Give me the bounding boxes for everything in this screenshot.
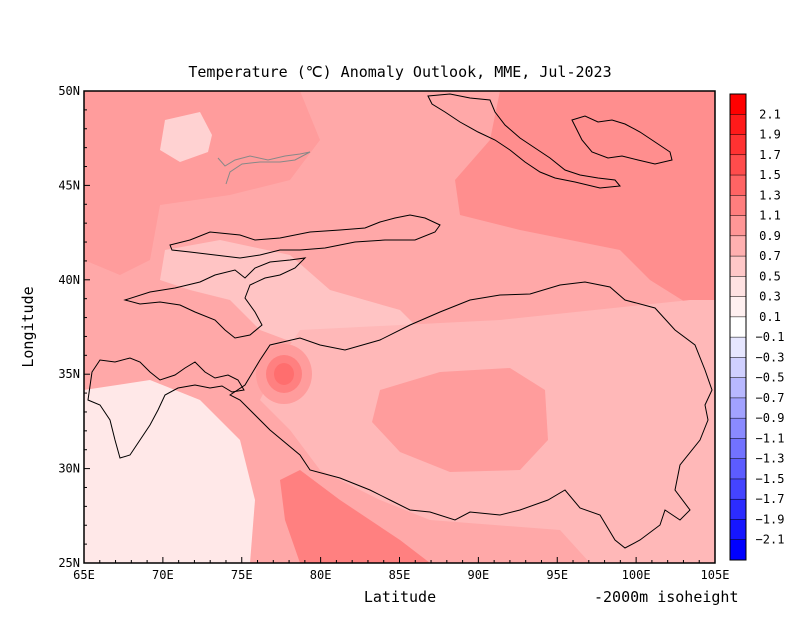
anomaly-region-west: [84, 91, 320, 275]
colorbar-swatch: [730, 134, 746, 156]
colorbar-label: −0.1: [756, 330, 785, 344]
colorbar-label: −1.5: [756, 472, 785, 486]
colorbar-swatch: [730, 418, 746, 439]
colorbar-swatch: [730, 154, 746, 176]
colorbar-swatch: [730, 397, 746, 419]
colorbar-label: −0.7: [756, 391, 785, 405]
colorbar-swatch: [730, 499, 746, 520]
colorbar-label: 1.3: [759, 188, 781, 202]
x-tick-label: 65E: [73, 568, 95, 582]
y-axis-label: Longitude: [19, 286, 37, 368]
y-tick-label: 45N: [58, 178, 80, 192]
colorbar-swatch: [730, 438, 746, 460]
y-tick-label: 35N: [58, 367, 80, 381]
y-tick-label: 40N: [58, 273, 80, 287]
isoheight-contour-north-gray: [217, 151, 311, 185]
colorbar-swatch: [730, 175, 746, 196]
colorbar-label: −0.5: [756, 371, 785, 385]
colorbar-swatch: [730, 94, 746, 115]
x-tick-label: 100E: [622, 568, 651, 582]
colorbar-swatch: [730, 458, 746, 480]
colorbar-label: 0.3: [759, 290, 781, 304]
anomaly-region-southwest-inner: [125, 452, 215, 563]
colorbar-label: 0.9: [759, 229, 781, 243]
colorbar-label: −1.3: [756, 452, 785, 466]
colorbar-label: −1.9: [756, 512, 785, 526]
colorbar-label: −2.1: [756, 533, 785, 547]
colorbar-swatch: [730, 478, 746, 500]
x-tick-label: 75E: [231, 568, 253, 582]
x-axis-label: Latitude: [363, 588, 437, 606]
anomaly-region-north-cool: [160, 112, 212, 162]
isoheight-note: -2000m isoheight: [594, 588, 739, 606]
colorbar-swatch: [730, 256, 746, 277]
isoheight-contour-tibet: [229, 281, 713, 549]
colorbar-swatch: [730, 519, 746, 541]
isoheight-contour-himalaya-west: [87, 357, 245, 459]
colorbar-label: 0.7: [759, 249, 781, 263]
x-tick-label: 105E: [701, 568, 730, 582]
colorbar-label: −0.9: [756, 411, 785, 425]
anomaly-region-karakoram-core: [274, 363, 294, 385]
colorbar-swatch: [730, 114, 746, 136]
x-axis: 65E 70E 75E 80E 85E 90E 95E 100E 105E: [73, 557, 729, 582]
y-tick-label: 30N: [58, 462, 80, 476]
colorbar-swatch: [730, 539, 746, 561]
colorbar-label: 0.5: [759, 269, 781, 283]
colorbar-label: 1.1: [759, 209, 781, 223]
colorbar-swatch: [730, 195, 746, 217]
x-tick-label: 90E: [468, 568, 490, 582]
isoheight-contour-tianshan: [169, 214, 441, 259]
isoheight-contour-altai: [427, 93, 621, 189]
colorbar-swatch: [730, 215, 746, 237]
colorbar-label: −1.7: [756, 492, 785, 506]
colorbar: 2.1 1.9 1.7 1.5 1.3 1.1 0.9 0.7 0.5 0.3 0.1 −0.1 −0.…: [729, 93, 785, 561]
colorbar-label: 0.1: [759, 310, 781, 324]
y-tick-label: 50N: [58, 84, 80, 98]
colorbar-label: 2.1: [759, 107, 781, 121]
anomaly-region-northeast: [455, 91, 715, 305]
colorbar-swatch: [730, 377, 746, 399]
y-tick-label: 25N: [58, 556, 80, 570]
colorbar-swatch: [730, 235, 746, 257]
y-axis: 25N 30N 35N 40N 45N 50N: [58, 84, 90, 570]
x-tick-label: 80E: [310, 568, 332, 582]
colorbar-swatch: [730, 296, 746, 318]
colorbar-label: 1.5: [759, 168, 781, 182]
colorbar-frame: [729, 93, 747, 561]
x-tick-label: 85E: [389, 568, 411, 582]
colorbar-label: −0.3: [756, 350, 785, 364]
colorbar-swatch: [730, 316, 746, 338]
colorbar-label: 1.7: [759, 148, 781, 162]
anomaly-region-ganges: [280, 470, 430, 563]
colorbar-swatch: [730, 276, 746, 298]
x-tick-label: 95E: [546, 568, 568, 582]
map-title: Temperature (℃) Anomaly Outlook, MME, Ju…: [188, 63, 612, 81]
isoheight-contour-pamir: [123, 257, 307, 339]
colorbar-swatch: [730, 357, 746, 379]
colorbar-label: −1.1: [756, 431, 785, 445]
x-tick-label: 70E: [152, 568, 174, 582]
isoheight-contour-mongolia: [571, 115, 673, 165]
anomaly-region-tibet-core: [372, 368, 548, 472]
colorbar-swatch: [730, 337, 746, 358]
colorbar-label: 1.9: [759, 128, 781, 142]
anomaly-region-tarim: [160, 240, 420, 355]
